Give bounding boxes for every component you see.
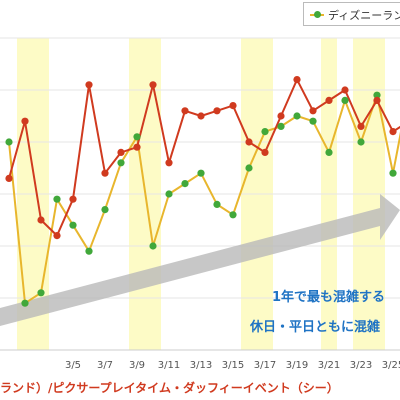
data-point-1: [37, 216, 45, 224]
trend-arrow: [0, 194, 400, 326]
series-line-1: [8, 78, 400, 237]
data-point-0: [133, 133, 141, 141]
data-point-1: [181, 107, 189, 115]
data-point-0: [37, 289, 45, 297]
data-point-0: [389, 169, 397, 177]
data-point-1: [277, 112, 285, 120]
data-point-0: [85, 247, 93, 255]
data-point-1: [325, 96, 333, 104]
data-point-1: [309, 107, 317, 115]
data-point-0: [5, 138, 13, 146]
data-point-0: [213, 200, 221, 208]
series-line-0: [8, 94, 400, 305]
data-point-1: [341, 86, 349, 94]
data-point-1: [373, 96, 381, 104]
data-point-0: [117, 159, 125, 167]
data-point-0: [261, 128, 269, 136]
data-point-1: [197, 112, 205, 120]
legend: ディズニーランド: [303, 2, 400, 26]
data-point-1: [293, 76, 301, 84]
x-tick-label: 3/21: [318, 360, 340, 371]
data-point-0: [357, 138, 365, 146]
data-point-0: [165, 190, 173, 198]
data-point-0: [325, 148, 333, 156]
data-point-0: [341, 96, 349, 104]
data-point-0: [197, 169, 205, 177]
x-tick-label: 3/19: [286, 360, 308, 371]
data-point-0: [181, 180, 189, 188]
data-point-1: [165, 159, 173, 167]
annotation-crowded: 休日・平日ともに混雑: [250, 320, 381, 335]
x-tick-label: 3/13: [190, 360, 212, 371]
data-point-1: [117, 148, 125, 156]
data-point-0: [149, 242, 157, 250]
data-point-0: [53, 195, 61, 203]
data-point-1: [21, 117, 29, 125]
data-point-1: [229, 102, 237, 110]
data-point-0: [277, 122, 285, 130]
data-point-0: [229, 211, 237, 219]
data-point-1: [213, 107, 221, 115]
x-tick-label: 3/23: [350, 360, 372, 371]
x-tick-label: 3/15: [222, 360, 244, 371]
data-point-0: [245, 164, 253, 172]
legend-label: ディズニーランド: [328, 9, 400, 22]
legend-marker-swatch: [314, 11, 321, 18]
data-point-1: [133, 143, 141, 151]
x-tick-label: 3/17: [254, 360, 276, 371]
footer-caption: ランド）/ピクサープレイタイム・ダッフィーイベント（シー）: [0, 381, 339, 395]
data-point-1: [149, 81, 157, 89]
series-lines: [5, 76, 400, 307]
data-point-1: [69, 195, 77, 203]
data-point-0: [69, 221, 77, 229]
data-point-1: [357, 122, 365, 130]
data-point-1: [5, 174, 13, 182]
data-point-0: [373, 91, 381, 99]
data-point-0: [101, 206, 109, 214]
data-point-1: [245, 138, 253, 146]
data-point-0: [21, 299, 29, 307]
data-point-1: [101, 169, 109, 177]
x-tick-label: 3/11: [158, 360, 180, 371]
annotation-peak: 1年で最も混雑する: [272, 290, 386, 305]
data-point-1: [85, 81, 93, 89]
x-tick-label: 3/9: [129, 360, 145, 371]
x-tick-label: 3/7: [97, 360, 113, 371]
data-point-1: [389, 128, 397, 136]
data-point-0: [293, 112, 301, 120]
data-point-1: [53, 232, 61, 240]
x-tick-labels: 3/5 3/7 3/9 3/11 3/13 3/15 3/17 3/19 3/21 3/23 3/2…: [65, 360, 400, 371]
data-point-0: [309, 117, 317, 125]
data-point-1: [261, 148, 269, 156]
x-tick-label: 3/25: [382, 360, 400, 371]
x-tick-label: 3/5: [65, 360, 81, 371]
